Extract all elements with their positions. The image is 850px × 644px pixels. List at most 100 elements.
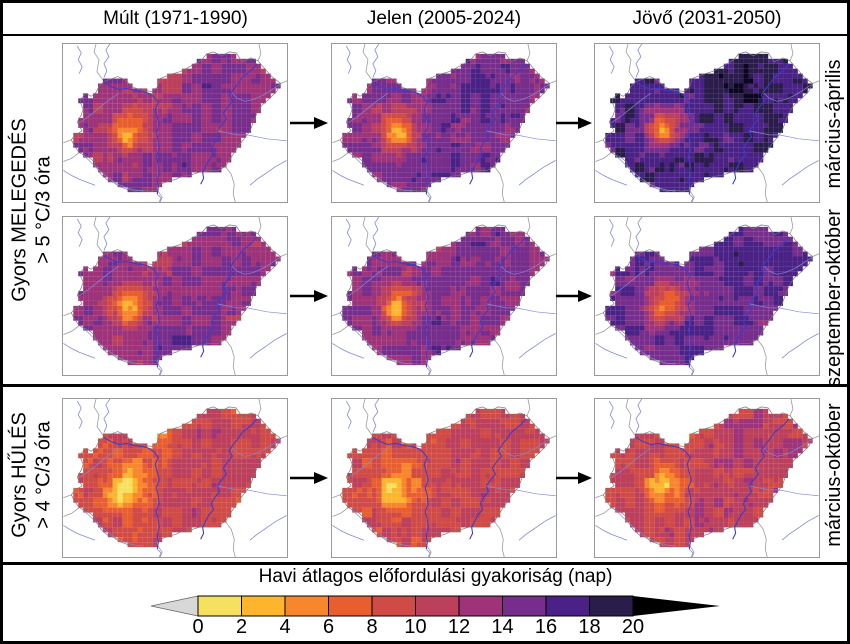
colorbar — [150, 595, 720, 617]
tributary-river — [611, 325, 676, 365]
neighbor-border — [280, 435, 287, 439]
neighbor-border — [156, 362, 163, 375]
colorbar-overflow-arrow — [633, 596, 720, 616]
arrow-right-icon — [290, 472, 328, 484]
river-outside — [372, 217, 380, 251]
neighbor-border — [549, 435, 556, 439]
river-outside — [63, 343, 96, 359]
river-outside — [608, 218, 615, 247]
hungary-outline — [70, 406, 282, 547]
neighbor-border — [362, 217, 374, 255]
neighbor-border — [93, 399, 105, 437]
colorbar-segment — [371, 595, 416, 617]
river-outside — [76, 218, 83, 247]
season-label-marcius-aprilis: március-április — [822, 59, 845, 188]
tributary-river — [232, 84, 280, 102]
tisza-river — [732, 63, 790, 185]
tributary-river — [217, 130, 287, 142]
map-panel-row0-col1 — [331, 43, 557, 203]
colorbar-tick-14: 14 — [491, 616, 514, 638]
tributary-river — [501, 439, 549, 457]
danube-river — [635, 82, 692, 195]
neighbor-border — [688, 189, 695, 202]
tributary-river — [749, 485, 819, 497]
river-outside — [76, 45, 83, 74]
colorbar-underflow-arrow — [150, 595, 199, 617]
tributary-river — [217, 303, 287, 315]
neighbor-border — [332, 507, 349, 517]
map-panel-row0-col0 — [62, 43, 288, 203]
neighbor-border — [332, 139, 341, 144]
neighbor-border — [789, 44, 794, 61]
tisza-river — [469, 236, 527, 358]
tributary-river — [749, 303, 819, 315]
river-outside — [518, 160, 556, 186]
hungary-outline — [70, 224, 282, 365]
river-outside — [249, 160, 287, 186]
tisza-river — [469, 418, 527, 540]
hungary-outline — [339, 51, 551, 192]
tributary-river — [749, 130, 819, 142]
river-outside — [372, 44, 380, 78]
danube-river — [103, 437, 160, 550]
river-outside — [372, 399, 380, 433]
row-group-label-hules: Gyors HŰLÉS > 4 °C/3 óra — [3, 387, 61, 562]
danube-river — [103, 82, 160, 195]
group-label-line1: Gyors MELEGEDÉS — [8, 118, 31, 302]
colorbar-segment — [415, 595, 460, 617]
neighbor-border — [625, 217, 637, 255]
neighbor-border — [688, 544, 695, 557]
group-label-line2: > 5 °C/3 óra — [32, 156, 54, 264]
river-outside — [332, 170, 365, 186]
season-label-marcius-oktober: március-október — [822, 402, 845, 547]
neighbor-border — [257, 217, 262, 234]
neighbor-border — [494, 339, 505, 375]
column-header-mult: Múlt (1971-1990) — [103, 8, 248, 29]
neighbor-border — [425, 189, 432, 202]
tributary-river — [348, 266, 388, 297]
neighbor-border — [63, 152, 80, 162]
river-outside — [608, 45, 615, 74]
river-outside — [63, 525, 96, 541]
colorbar-title: Havi átlagos előfordulási gyakoriság (na… — [258, 566, 613, 587]
neighbor-border — [812, 435, 819, 439]
danube-river — [372, 255, 429, 368]
hungary-outline — [602, 51, 814, 192]
neighbor-border — [526, 217, 531, 234]
river-outside — [635, 217, 643, 251]
river-outside — [595, 525, 628, 541]
neighbor-border — [526, 44, 531, 61]
tributary-river — [486, 485, 556, 497]
river-outside — [345, 400, 352, 429]
river-outside — [595, 343, 628, 359]
neighbor-border — [225, 521, 236, 557]
river-outside — [635, 44, 643, 78]
tributary-river — [79, 325, 144, 365]
river-outside — [688, 366, 694, 375]
river-outside — [781, 160, 819, 186]
tisza-river — [469, 63, 527, 185]
colorbar-tick-10: 10 — [404, 616, 427, 638]
map-panel-row2-col1 — [331, 398, 557, 558]
map-panel-row2-col0 — [62, 398, 288, 558]
neighbor-border — [257, 44, 262, 61]
colorbar-tick-8: 8 — [366, 616, 378, 638]
colorbar-segment — [241, 595, 286, 617]
neighbor-border — [625, 44, 637, 82]
river-outside — [249, 333, 287, 359]
colorbar-tick-0: 0 — [192, 616, 204, 638]
neighbor-border — [595, 325, 612, 335]
river-outside — [103, 217, 111, 251]
river-outside — [156, 193, 162, 202]
neighbor-border — [280, 80, 287, 84]
tributary-river — [486, 130, 556, 142]
neighbor-border — [362, 399, 374, 437]
neighbor-border — [225, 166, 236, 202]
hungary-outline — [602, 406, 814, 547]
colorbar-segment — [328, 595, 373, 617]
neighbor-border — [332, 312, 341, 317]
tributary-river — [348, 325, 413, 365]
colorbar-segment — [589, 595, 634, 617]
tributary-river — [232, 439, 280, 457]
colorbar-tick-12: 12 — [447, 616, 471, 638]
